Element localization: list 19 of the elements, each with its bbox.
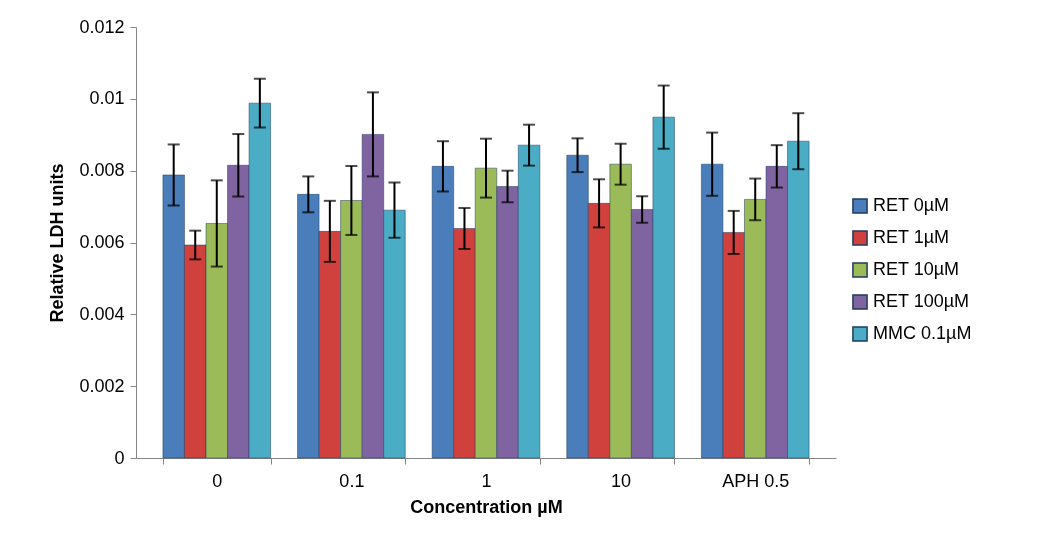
y-tick-label: 0.004 xyxy=(79,303,125,324)
y-tick-label: 0.012 xyxy=(79,16,125,37)
legend-label: RET 100µM xyxy=(873,291,970,311)
legend-label: MMC 0.1µM xyxy=(873,323,972,343)
y-tick-label: 0 xyxy=(114,447,125,468)
x-tick-label: 0 xyxy=(212,470,223,491)
legend-label: RET 0µM xyxy=(873,195,950,215)
x-tick-label: 10 xyxy=(611,470,632,491)
y-tick-label: 0.006 xyxy=(79,232,125,252)
x-axis-title: Concentration µM xyxy=(410,496,563,517)
legend-label: RET 10µM xyxy=(873,259,960,279)
legend-label: RET 1µM xyxy=(873,227,950,247)
x-tick-label: 1 xyxy=(481,470,492,491)
y-axis-title: Relative LDH units xyxy=(47,163,68,323)
y-tick-label: 0.002 xyxy=(79,375,125,396)
y-tick-label: 0.008 xyxy=(79,160,125,181)
x-tick-label: 0.1 xyxy=(339,470,365,491)
y-tick-label: 0.01 xyxy=(89,88,125,109)
x-tick-label: APH 0.5 xyxy=(722,470,790,491)
